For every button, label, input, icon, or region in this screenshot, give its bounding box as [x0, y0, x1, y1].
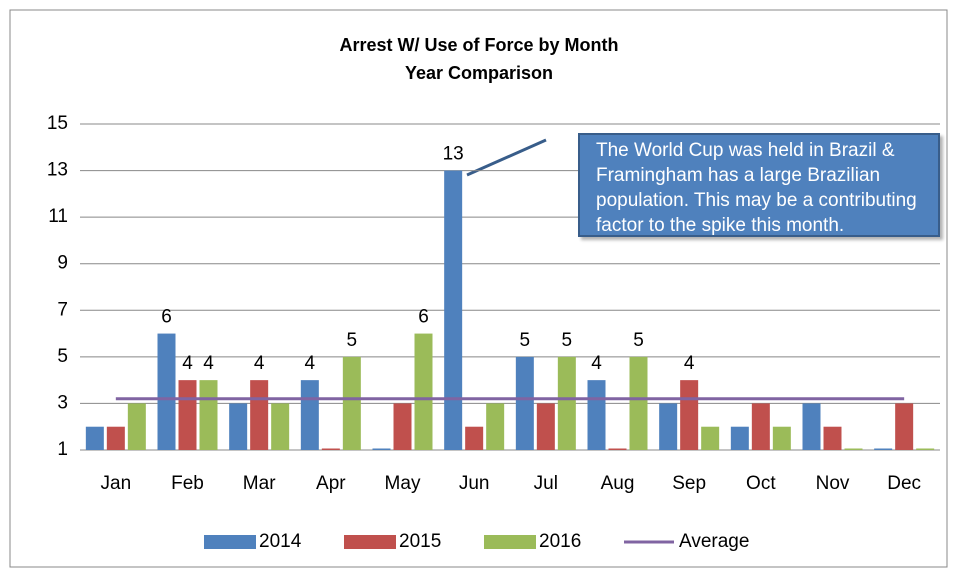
x-tick-label: Jan	[101, 473, 132, 494]
bar	[127, 403, 146, 450]
bar	[414, 333, 433, 450]
bar	[444, 170, 463, 451]
data-label: 4	[203, 353, 214, 374]
legend-swatch	[344, 535, 396, 549]
bar	[199, 380, 218, 450]
bar	[557, 356, 576, 450]
bar	[178, 380, 197, 450]
legend-label: Average	[679, 531, 749, 552]
bar	[486, 403, 505, 450]
data-label: 4	[182, 353, 193, 374]
bar	[321, 448, 340, 450]
x-tick-label: Dec	[887, 473, 921, 494]
bar	[587, 380, 606, 450]
y-tick-label: 1	[57, 439, 68, 460]
bar	[515, 356, 534, 450]
bar	[895, 403, 914, 450]
x-tick-label: Aug	[601, 473, 635, 494]
bar	[772, 426, 791, 450]
bar	[300, 380, 319, 450]
data-label: 5	[562, 330, 573, 351]
annotation-connector	[466, 138, 547, 177]
legend-swatch	[204, 535, 256, 549]
bar	[465, 426, 484, 450]
bar	[844, 448, 863, 450]
data-label: 4	[684, 353, 695, 374]
data-label: 5	[633, 330, 644, 351]
bar	[372, 448, 391, 450]
bar	[874, 448, 893, 450]
x-tick-label: Mar	[243, 473, 276, 494]
x-tick-label: Jun	[459, 473, 490, 494]
y-tick-label: 13	[47, 160, 68, 181]
data-label: 4	[591, 353, 602, 374]
bar	[536, 403, 555, 450]
bar	[342, 356, 361, 450]
legend-swatch	[484, 535, 536, 549]
data-label: 4	[254, 353, 265, 374]
bar	[608, 448, 627, 450]
y-tick-label: 11	[48, 206, 68, 227]
chart-subtitle: Year Comparison	[405, 63, 553, 83]
legend-label: 2015	[399, 531, 441, 552]
bar	[701, 426, 720, 450]
bar	[730, 426, 749, 450]
bar	[823, 426, 842, 450]
bar	[250, 380, 269, 450]
x-tick-label: Nov	[816, 473, 850, 494]
y-tick-label: 5	[57, 346, 68, 367]
y-tick-label: 15	[47, 113, 68, 134]
bar	[916, 448, 935, 450]
bar	[802, 403, 821, 450]
bar	[680, 380, 699, 450]
data-label: 6	[418, 307, 429, 328]
bar	[629, 356, 648, 450]
x-tick-label: Feb	[171, 473, 204, 494]
bar	[393, 403, 412, 450]
bar	[157, 333, 176, 450]
legend-label: 2016	[539, 531, 581, 552]
chart-border	[9, 9, 948, 568]
x-tick-label: Oct	[746, 473, 776, 494]
bar	[659, 403, 678, 450]
data-label: 6	[161, 307, 172, 328]
x-tick-label: Sep	[672, 473, 706, 494]
x-tick-label: May	[385, 473, 421, 494]
chart-title: Arrest W/ Use of Force by Month	[339, 35, 618, 55]
data-label: 5	[520, 330, 531, 351]
x-tick-label: Apr	[316, 473, 346, 494]
data-label: 13	[443, 144, 464, 165]
data-label: 5	[347, 330, 358, 351]
y-tick-label: 9	[57, 253, 68, 274]
data-label: 4	[305, 353, 316, 374]
annotation: The World Cup was held in Brazil & Frami…	[578, 133, 940, 237]
bar	[271, 403, 290, 450]
bar	[229, 403, 248, 450]
x-tick-label: Jul	[534, 473, 558, 494]
bar	[751, 403, 770, 450]
y-tick-label: 3	[57, 392, 68, 413]
bar	[106, 426, 125, 450]
y-tick-label: 7	[57, 299, 68, 320]
legend-label: 2014	[259, 531, 302, 552]
bar	[85, 426, 104, 450]
